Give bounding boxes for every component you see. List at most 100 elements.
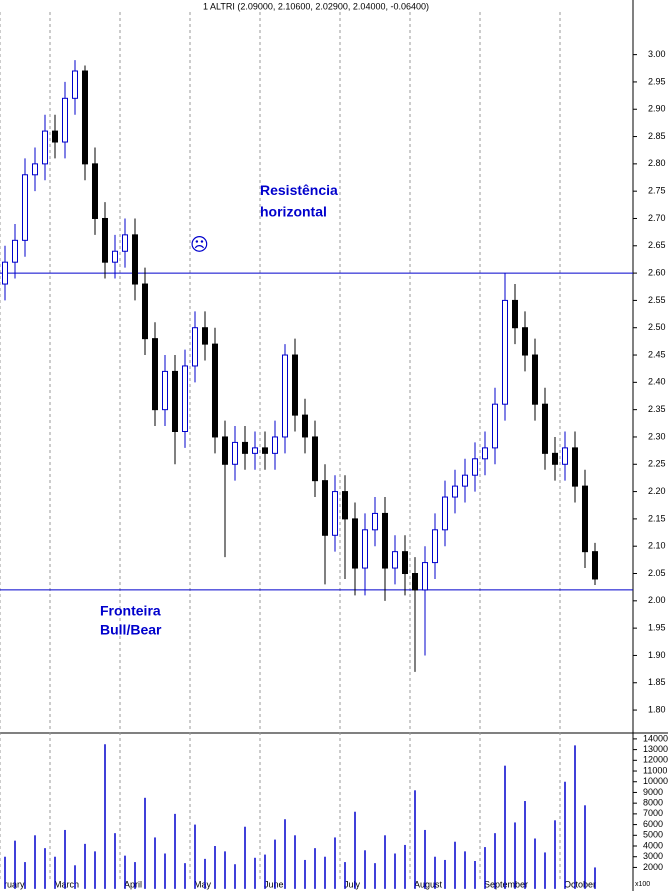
y-tick-label: 1.80 — [648, 704, 666, 714]
annotation: ☹ — [190, 235, 209, 255]
volume-tick-label: 9000 — [643, 787, 663, 797]
candle-body — [232, 441, 238, 465]
y-tick-label: 1.90 — [648, 650, 666, 660]
y-tick-label: 2.40 — [648, 377, 666, 387]
candle-body — [252, 447, 258, 454]
annotation: Bull/Bear — [100, 622, 162, 638]
candle-body — [562, 447, 568, 465]
volume-tick-label: 2000 — [643, 862, 663, 872]
y-tick-label: 2.60 — [648, 267, 666, 277]
candle-body — [432, 529, 438, 564]
y-tick-label: 2.70 — [648, 213, 666, 223]
candle-body — [82, 70, 88, 165]
y-tick-label: 2.30 — [648, 431, 666, 441]
candle-body — [402, 551, 408, 575]
candle-body — [132, 234, 138, 285]
candle-body — [182, 365, 188, 432]
candle-body — [222, 436, 228, 465]
candle-body — [382, 512, 388, 569]
x-tick-label: April — [124, 879, 142, 889]
candle-body — [22, 174, 28, 241]
candle-body — [52, 130, 58, 143]
candle-body — [192, 327, 198, 367]
candle-body — [282, 354, 288, 438]
x-tick-label: September — [484, 879, 528, 889]
x-tick-label: October — [564, 879, 596, 889]
candle-body — [2, 261, 8, 285]
candle-body — [142, 283, 148, 340]
x-tick-label: July — [344, 879, 361, 889]
y-tick-label: 2.90 — [648, 104, 666, 114]
candle-body — [572, 447, 578, 487]
y-tick-label: 2.25 — [648, 459, 666, 469]
volume-tick-label: 7000 — [643, 808, 663, 818]
x-tick-label: March — [54, 879, 79, 889]
y-tick-label: 2.15 — [648, 513, 666, 523]
y-tick-label: 2.85 — [648, 131, 666, 141]
y-tick-label: 2.50 — [648, 322, 666, 332]
candle-body — [332, 491, 338, 536]
candle-body — [522, 327, 528, 356]
candle-body — [302, 414, 308, 438]
chart-title: 1 ALTRI (2.09000, 2.10600, 2.02900, 2.04… — [203, 1, 429, 11]
candle-body — [542, 403, 548, 454]
volume-tick-label: 8000 — [643, 798, 663, 808]
candle-body — [462, 474, 468, 487]
candle-body — [552, 452, 558, 465]
candle-body — [72, 70, 78, 99]
x-tick-label: June — [264, 879, 284, 889]
candle-body — [392, 551, 398, 569]
y-tick-label: 2.65 — [648, 240, 666, 250]
volume-tick-label: 3000 — [643, 851, 663, 861]
candle-body — [512, 299, 518, 329]
annotation: horizontal — [260, 204, 327, 220]
x-tick-label: August — [414, 879, 443, 889]
candle-body — [262, 447, 268, 454]
volume-tick-label: 4000 — [643, 840, 663, 850]
candle-body — [212, 343, 218, 438]
candle-body — [62, 97, 68, 143]
candle-body — [202, 327, 208, 345]
x-tick-label: May — [194, 879, 212, 889]
candle-body — [292, 354, 298, 416]
candle-body — [92, 163, 98, 219]
candle-body — [372, 512, 378, 531]
volume-tick-label: 11000 — [643, 765, 667, 775]
candle-body — [412, 573, 418, 591]
candle-body — [32, 163, 38, 176]
volume-tick-label: 10000 — [643, 776, 668, 786]
volume-tick-label: 6000 — [643, 819, 663, 829]
candle-body — [592, 551, 598, 580]
y-tick-label: 2.35 — [648, 404, 666, 414]
volume-tick-label: 13000 — [643, 744, 668, 754]
candle-body — [172, 370, 178, 432]
candle-body — [582, 485, 588, 553]
candle-body — [102, 217, 108, 263]
candle-body — [452, 485, 458, 498]
candle-body — [122, 234, 128, 252]
y-tick-label: 1.85 — [648, 677, 666, 687]
y-tick-label: 1.95 — [648, 623, 666, 633]
y-tick-label: 2.20 — [648, 486, 666, 496]
candle-body — [532, 354, 538, 405]
y-tick-label: 2.10 — [648, 541, 666, 551]
candle-body — [12, 239, 18, 263]
y-tick-label: 2.75 — [648, 186, 666, 196]
candle-body — [242, 441, 248, 454]
candle-body — [422, 562, 428, 591]
y-tick-label: 3.00 — [648, 49, 666, 59]
candle-body — [162, 370, 168, 411]
y-tick-label: 2.45 — [648, 349, 666, 359]
y-tick-label: 2.80 — [648, 158, 666, 168]
candle-body — [472, 458, 478, 476]
y-tick-label: 2.05 — [648, 568, 666, 578]
volume-tick-label: 5000 — [643, 830, 663, 840]
candle-body — [42, 130, 48, 165]
candle-body — [342, 491, 348, 520]
candle-body — [442, 496, 448, 531]
y-tick-label: 2.55 — [648, 295, 666, 305]
candle-body — [322, 480, 328, 536]
candle-body — [352, 518, 358, 569]
